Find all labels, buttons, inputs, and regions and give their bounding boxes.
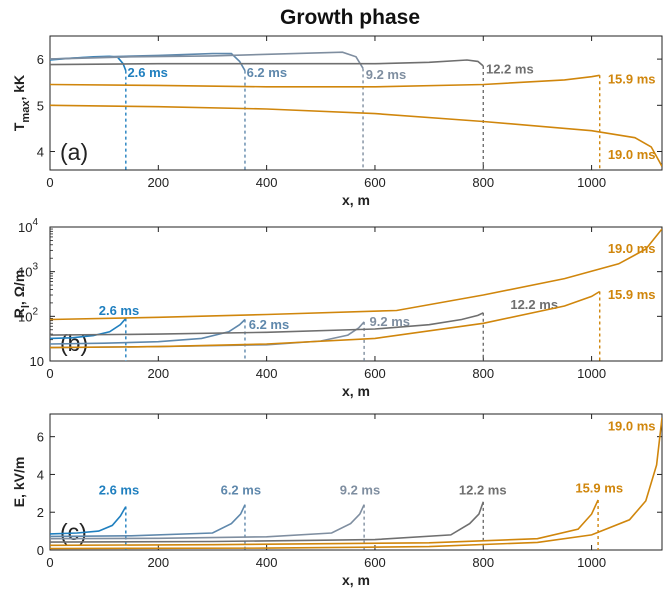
y-tick-label: 2 xyxy=(37,505,44,520)
series-label: 15.9 ms xyxy=(608,72,656,87)
series-label: 9.2 ms xyxy=(370,314,410,329)
axes-frame xyxy=(49,413,663,551)
x-tick-label: 200 xyxy=(147,555,169,570)
y-tick-label: 5 xyxy=(37,98,44,113)
x-tick-label: 600 xyxy=(364,175,386,190)
x-tick-label: 800 xyxy=(472,555,494,570)
series-label: 19.0 ms xyxy=(608,147,656,162)
x-axis-label: x, m xyxy=(342,572,370,588)
x-tick-label: 1000 xyxy=(577,555,606,570)
x-tick-label: 200 xyxy=(147,366,169,381)
series-label: 6.2 ms xyxy=(221,483,261,498)
series-line xyxy=(50,317,127,340)
series-label: 19.0 ms xyxy=(608,418,656,433)
x-axis-label: x, m xyxy=(342,192,370,208)
series-line xyxy=(50,318,246,345)
series-line xyxy=(50,506,127,535)
y-tick-label: 4 xyxy=(37,467,44,482)
x-tick-label: 0 xyxy=(46,366,53,381)
y-tick-label: 10 xyxy=(30,354,44,369)
x-tick-label: 400 xyxy=(256,366,278,381)
x-tick-label: 400 xyxy=(256,175,278,190)
series-label: 12.2 ms xyxy=(510,297,558,312)
series-label: 2.6 ms xyxy=(127,65,167,80)
series-label: 12.2 ms xyxy=(459,483,507,498)
series-line xyxy=(50,104,662,167)
series-line xyxy=(50,228,662,321)
panel-a: 0 200 400 600 800 1000 4 5 6 x, m Tmax, kK (a) 2.6 m… xyxy=(11,35,663,208)
x-tick-label: 0 xyxy=(46,555,53,570)
series-label: 9.2 ms xyxy=(340,483,380,498)
x-axis-label: x, m xyxy=(342,383,370,399)
x-tick-label: 600 xyxy=(364,366,386,381)
panel-label: (a) xyxy=(60,139,88,165)
x-tick-label: 0 xyxy=(46,175,53,190)
series-label: 2.6 ms xyxy=(99,483,139,498)
x-tick-label: 600 xyxy=(364,555,386,570)
figure-title: Growth phase xyxy=(279,6,421,29)
series-label: 2.6 ms xyxy=(99,303,139,318)
series-line xyxy=(50,417,662,550)
series-line xyxy=(50,51,364,69)
series-label: 9.2 ms xyxy=(366,67,406,82)
y-axis-label: E, kV/m xyxy=(11,457,27,508)
y-axis-label: Tmax, kK xyxy=(11,75,32,131)
series-line xyxy=(50,290,601,349)
series-label: 12.2 ms xyxy=(486,61,534,76)
x-tick-label: 800 xyxy=(472,366,494,381)
series-label: 6.2 ms xyxy=(247,65,287,80)
series-line xyxy=(50,59,484,67)
series-line xyxy=(50,499,599,547)
y-tick-label: 4 xyxy=(37,145,44,160)
series-line xyxy=(50,74,600,88)
series-line xyxy=(50,504,246,538)
y-tick-label: 0 xyxy=(37,543,44,558)
x-tick-label: 400 xyxy=(256,555,278,570)
series-label: 19.0 ms xyxy=(608,241,656,256)
x-tick-label: 200 xyxy=(147,175,169,190)
series-line xyxy=(50,501,485,543)
series-label: 15.9 ms xyxy=(608,287,656,302)
series-line xyxy=(50,504,365,540)
axes-frame xyxy=(49,226,663,362)
series-line xyxy=(50,312,484,336)
x-tick-label: 1000 xyxy=(577,366,606,381)
x-tick-label: 800 xyxy=(472,175,494,190)
x-tick-label: 1000 xyxy=(577,175,606,190)
y-tick-label: 6 xyxy=(37,52,44,67)
y-tick-label: 104 xyxy=(18,217,38,235)
y-tick-label: 6 xyxy=(37,430,44,445)
axes-frame xyxy=(49,35,663,171)
series-label: 15.9 ms xyxy=(575,481,623,496)
series-label: 6.2 ms xyxy=(249,317,289,332)
